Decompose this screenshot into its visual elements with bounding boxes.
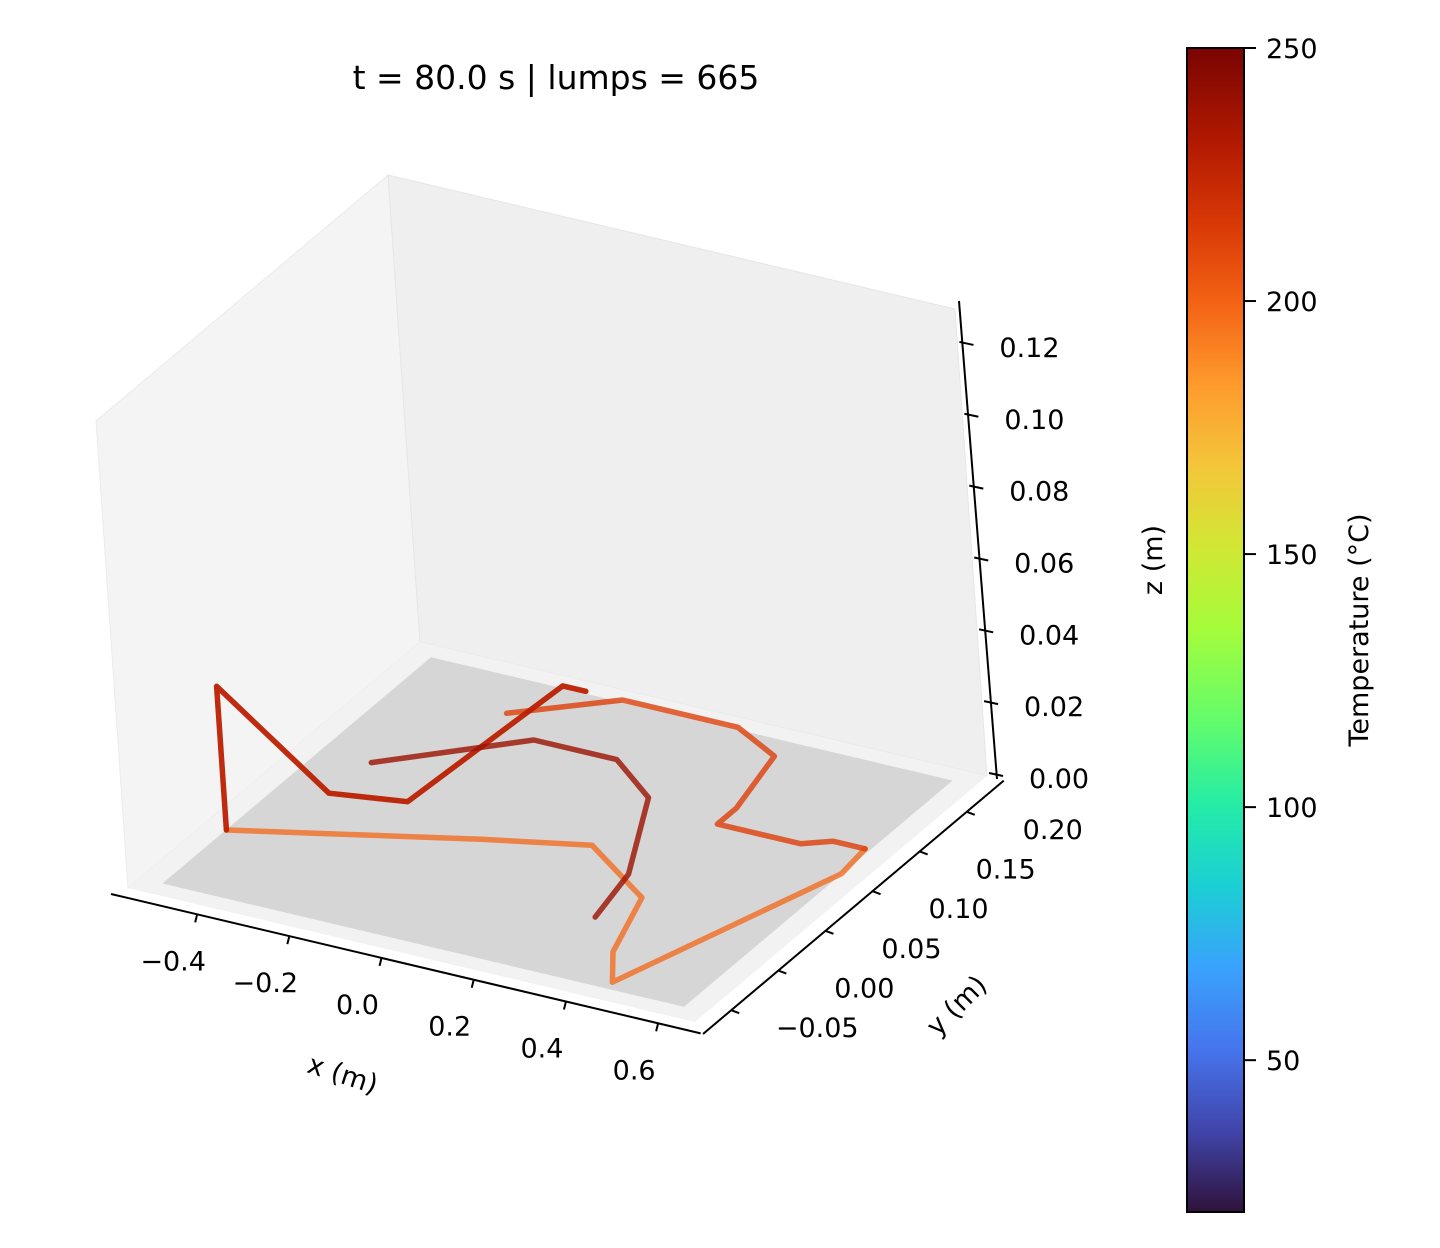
z-tick-label: 0.02 <box>1024 692 1084 723</box>
z-tick-label: 0.04 <box>1019 620 1079 651</box>
ground-plane <box>162 657 953 1007</box>
y-axis-line <box>702 779 1005 1035</box>
y-axis-label: y (m) <box>921 970 994 1043</box>
z-tick-label: 0.00 <box>1029 764 1089 795</box>
z-tick <box>969 484 984 490</box>
x-tick <box>470 979 475 988</box>
x-tick <box>562 1001 567 1010</box>
x-tick <box>194 914 199 923</box>
z-tick <box>978 628 994 634</box>
z-tick <box>974 556 989 562</box>
colorbar-tick-label: 150 <box>1266 540 1318 571</box>
z-tick-label: 0.10 <box>1004 405 1064 436</box>
x-tick-label: 0.2 <box>428 1012 471 1043</box>
x-tick-label: −0.2 <box>233 968 299 999</box>
axes-lines <box>110 300 1005 1035</box>
x-tick <box>286 935 291 945</box>
series-line-1 <box>223 827 868 985</box>
z-tick <box>964 412 979 418</box>
y-tick <box>825 929 834 935</box>
colorbar-tick-label: 250 <box>1266 34 1318 65</box>
y-tick-label: −0.05 <box>776 1013 859 1044</box>
colorbar-bar <box>1186 47 1245 1213</box>
x-tick-label: 0.4 <box>520 1033 563 1064</box>
y-tick <box>919 850 928 856</box>
y-tick-label: 0.00 <box>834 974 894 1005</box>
z-tick <box>988 772 1004 777</box>
x-axis-line <box>110 893 701 1035</box>
x-tick-label: 0.6 <box>613 1055 656 1086</box>
colorbar: 50 100 150 200 250 Temperature (°C) <box>1186 34 1375 1213</box>
plot-title: t = 80.0 s | lumps = 665 <box>353 58 760 97</box>
axis-ticks: −0.4 −0.2 0.0 0.2 0.4 0.6 −0.05 0.00 0.05 0.10 0.1… <box>140 333 1089 1086</box>
y-tick-label: 0.20 <box>1023 815 1083 846</box>
series-line-4 <box>368 737 652 920</box>
y-tick-label: 0.10 <box>928 894 988 925</box>
y-tick-label: 0.15 <box>976 854 1036 885</box>
y-tick <box>730 1009 740 1015</box>
colorbar-ticks: 50 100 150 200 250 <box>1244 34 1318 1077</box>
x-tick-label: 0.0 <box>336 990 379 1021</box>
z-tick <box>983 700 999 706</box>
back-pane <box>387 174 988 777</box>
x-tick-label: −0.4 <box>140 946 206 977</box>
y-tick <box>872 890 881 896</box>
y-tick-label: 0.05 <box>881 934 941 965</box>
z-axis-line <box>958 300 998 780</box>
x-tick <box>655 1023 660 1032</box>
z-tick-label: 0.08 <box>1009 477 1069 508</box>
series-line-3 <box>213 683 589 833</box>
y-tick <box>778 969 787 975</box>
colorbar-tick-label: 200 <box>1266 287 1318 318</box>
axes-panes <box>95 173 988 1022</box>
z-tick-label: 0.06 <box>1014 548 1074 579</box>
z-tick <box>959 340 974 346</box>
data-series <box>213 683 868 985</box>
x-tick <box>378 957 383 967</box>
colorbar-tick-label: 100 <box>1266 793 1318 824</box>
y-tick <box>966 810 976 816</box>
x-axis-label: x (m) <box>304 1049 382 1101</box>
series-line-2 <box>503 697 868 852</box>
z-axis-label: z (m) <box>1138 525 1169 595</box>
colorbar-label: Temperature (°C) <box>1344 513 1375 747</box>
z-tick-label: 0.12 <box>999 333 1059 364</box>
colorbar-tick-label: 50 <box>1266 1046 1300 1077</box>
